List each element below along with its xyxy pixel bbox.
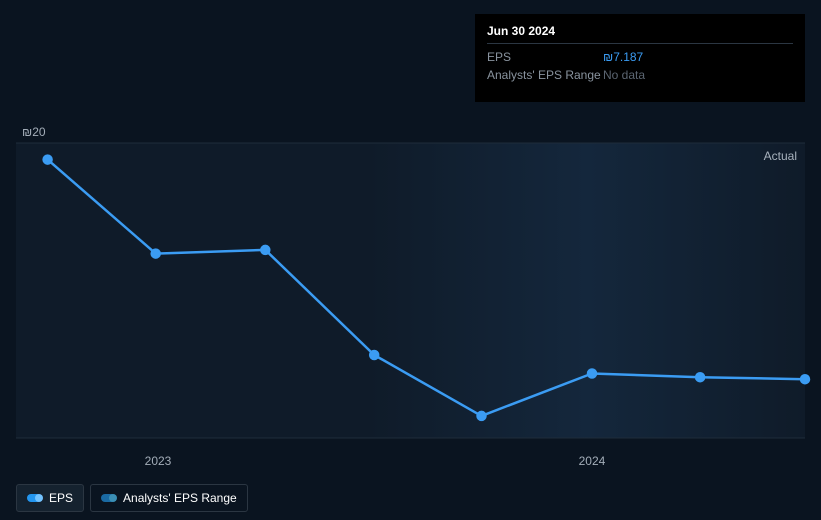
y-axis-top-label: ₪20 [22,125,46,139]
legend-label: Analysts' EPS Range [123,491,237,505]
x-axis-tick: 2024 [579,454,606,468]
tooltip-row-label: EPS [487,50,603,64]
eps-line [48,160,805,416]
tooltip-date: Jun 30 2024 [487,24,793,44]
tooltip-row: EPS₪7.187 [487,48,793,66]
x-axis-tick: 2023 [145,454,172,468]
eps-point[interactable] [44,156,52,164]
eps-point[interactable] [801,375,809,383]
tooltip-row-value: ₪7.187 [603,50,793,64]
chart-tooltip: Jun 30 2024 EPS₪7.187Analysts' EPS Range… [475,14,805,102]
tooltip-row: Analysts' EPS RangeNo data [487,66,793,84]
eps-point[interactable] [696,373,704,381]
x-axis: 2023 2024 [16,440,805,470]
legend-item[interactable]: EPS [16,484,84,512]
plot-area[interactable]: Actual [16,143,805,438]
eps-point[interactable] [588,370,596,378]
eps-point[interactable] [370,351,378,359]
legend-item[interactable]: Analysts' EPS Range [90,484,248,512]
legend-swatch [101,494,115,502]
tooltip-row-label: Analysts' EPS Range [487,68,603,82]
eps-point[interactable] [261,246,269,254]
legend: EPS Analysts' EPS Range [16,484,248,512]
eps-point[interactable] [152,250,160,258]
legend-label: EPS [49,491,73,505]
eps-point[interactable] [478,412,486,420]
legend-swatch [27,494,41,502]
tooltip-row-value: No data [603,68,793,82]
